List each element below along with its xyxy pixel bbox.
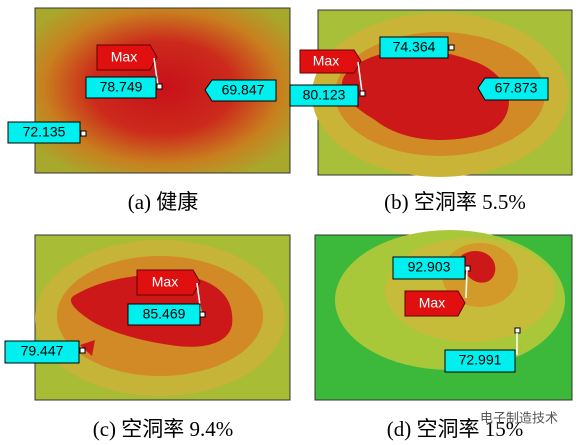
label: Max <box>419 295 445 311</box>
label: 85.469 <box>143 306 186 322</box>
caption: (d) 空洞率 15% <box>387 417 523 441</box>
callout <box>477 77 549 101</box>
panel-b: Max 80.123 74.364 67.873 (b) 空洞率 5.5% <box>289 9 573 214</box>
label: 92.903 <box>408 259 451 275</box>
callout <box>4 340 80 364</box>
label: Max <box>313 53 339 69</box>
caption: (c) 空洞率 9.4% <box>93 417 234 441</box>
label: 78.749 <box>100 79 143 95</box>
panel-c: Max 85.469 79.447 (c) 空洞率 9.4% <box>4 234 291 441</box>
max-tag <box>299 49 362 74</box>
label: 74.364 <box>393 39 436 55</box>
label: 79.447 <box>21 343 64 359</box>
label: Max <box>111 49 137 65</box>
label: 72.135 <box>23 124 66 140</box>
label: 69.847 <box>222 82 265 98</box>
panel-d: 92.903 Max 72.991 (d) 空洞率 15% <box>314 230 573 441</box>
label: 67.873 <box>495 80 538 96</box>
caption: (b) 空洞率 5.5% <box>384 190 526 214</box>
callout <box>7 121 81 144</box>
callout <box>289 84 359 107</box>
label: 80.123 <box>303 87 346 103</box>
max-tag <box>404 290 466 317</box>
callout <box>379 36 449 59</box>
max-tag <box>96 44 158 71</box>
label: Max <box>152 274 178 290</box>
callout <box>85 76 157 99</box>
callout <box>444 349 516 373</box>
watermark: 电子制造技术 <box>480 412 558 427</box>
label: 72.991 <box>459 352 502 368</box>
caption: (a) 健康 <box>128 190 199 214</box>
panel-a: Max 78.749 69.847 72.135 (a) 健康 <box>7 7 291 214</box>
callout <box>204 79 277 102</box>
max-tag <box>136 269 201 296</box>
